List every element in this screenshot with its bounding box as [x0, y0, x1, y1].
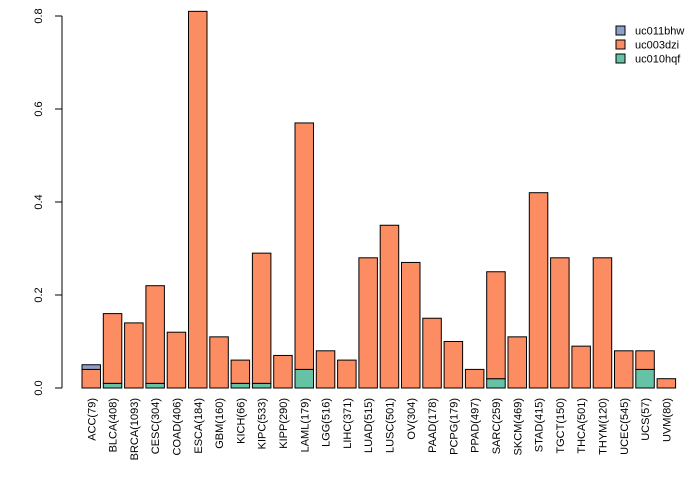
bar-uc003dzi-1 — [102, 313, 123, 384]
bar-uc003dzi-12 — [337, 359, 357, 389]
bar-uc003dzi-13 — [358, 257, 378, 389]
bar-uc003dzi-8 — [251, 252, 272, 384]
x-tick-label: TGCT(150) — [555, 398, 567, 454]
y-tick-label: 0.0 — [33, 380, 45, 395]
bar-uc003dzi-19 — [486, 271, 506, 380]
bar-uc003dzi-21 — [528, 192, 549, 389]
bar-uc003dzi-25 — [614, 350, 634, 389]
x-tick-label: KIPC(533) — [257, 398, 269, 449]
x-tick-label: LIHC(371) — [342, 398, 354, 449]
bar-uc003dzi-18 — [464, 368, 485, 389]
legend-swatch-uc010hqf — [615, 53, 626, 64]
x-tick-label: BRCA(1093) — [129, 398, 141, 460]
legend-label-uc010hqf: uc010hqf — [635, 54, 681, 66]
x-tick-label: SKCM(469) — [512, 398, 524, 455]
bar-uc003dzi-16 — [422, 317, 442, 389]
x-tick-label: UVM(80) — [661, 398, 673, 442]
x-tick-label: LUSC(501) — [384, 398, 396, 453]
y-tick-label: 0.8 — [33, 8, 45, 23]
bar-uc011bhw-0 — [81, 364, 101, 370]
y-tick-label: 0.2 — [33, 287, 45, 302]
bar-uc003dzi-2 — [124, 322, 144, 389]
x-axis-labels: ACC(79) BLCA(408) BRCA(1093) CESC(304) COAD(… — [86, 398, 673, 460]
bar-uc003dzi-15 — [401, 261, 421, 389]
x-tick-label: SARC(259) — [491, 398, 503, 454]
bar-uc003dzi-4 — [166, 331, 187, 389]
bars — [81, 10, 677, 389]
bar-uc003dzi-24 — [592, 257, 613, 389]
bar-uc003dzi-17 — [443, 341, 464, 389]
x-tick-label: UCS(57) — [640, 398, 652, 441]
x-tick-label: OV(304) — [406, 398, 418, 440]
bar-uc003dzi-26 — [635, 350, 655, 370]
bar-uc010hqf-7 — [230, 382, 251, 389]
x-tick-label: PAAD(178) — [427, 398, 439, 453]
x-tick-label: THCA(501) — [576, 398, 588, 454]
bar-uc003dzi-5 — [188, 10, 208, 389]
bar-uc003dzi-22 — [550, 257, 570, 389]
bar-uc003dzi-10 — [294, 122, 314, 370]
bar-uc010hqf-26 — [635, 368, 655, 389]
legend-swatch-uc003dzi — [615, 39, 626, 50]
bar-uc010hqf-10 — [294, 368, 314, 389]
x-tick-label: PCPG(179) — [448, 398, 460, 455]
x-tick-label: THYM(120) — [597, 398, 609, 455]
legend-label-uc003dzi: uc003dzi — [635, 40, 679, 52]
y-axis: 0.0 0.2 0.4 0.6 0.8 — [33, 8, 63, 396]
bar-uc003dzi-11 — [315, 350, 336, 389]
x-tick-label: COAD(406) — [171, 398, 183, 455]
x-tick-label: KICH(66) — [235, 398, 247, 444]
y-tick-label: 0.4 — [33, 194, 45, 209]
bar-uc010hqf-8 — [251, 382, 272, 389]
x-tick-label: UCEC(545) — [619, 398, 631, 455]
legend-label-uc011bhw: uc011bhw — [635, 26, 684, 38]
bar-uc003dzi-0 — [81, 368, 101, 389]
bar-uc003dzi-6 — [209, 336, 229, 389]
bar-uc003dzi-9 — [273, 354, 293, 389]
bar-uc010hqf-3 — [145, 382, 165, 389]
x-tick-label: KIPP(290) — [278, 398, 290, 449]
x-tick-label: LUAD(515) — [363, 398, 375, 453]
bar-uc003dzi-23 — [571, 345, 591, 389]
x-tick-label: LAML(179) — [299, 398, 311, 452]
bar-uc003dzi-27 — [656, 378, 677, 389]
bar-uc003dzi-7 — [230, 359, 251, 384]
bar-uc010hqf-1 — [102, 382, 123, 389]
x-tick-label: LGG(516) — [321, 398, 333, 447]
x-tick-label: CESC(304) — [150, 398, 162, 454]
y-tick-label: 0.6 — [33, 101, 45, 116]
legend-swatch-uc011bhw — [615, 25, 626, 36]
x-tick-label: ACC(79) — [86, 398, 98, 441]
legend: uc011bhw uc003dzi uc010hqf — [615, 25, 684, 66]
bar-uc003dzi-3 — [145, 285, 165, 384]
x-tick-label: BLCA(408) — [108, 398, 120, 452]
x-tick-label: PPAD(497) — [470, 398, 482, 453]
bar-uc003dzi-20 — [507, 336, 527, 389]
bar-uc010hqf-19 — [486, 378, 506, 389]
x-tick-label: STAD(415) — [534, 398, 546, 452]
x-tick-label: GBM(160) — [214, 398, 226, 449]
bar-uc003dzi-14 — [379, 224, 400, 389]
x-tick-label: ESCA(184) — [193, 398, 205, 454]
